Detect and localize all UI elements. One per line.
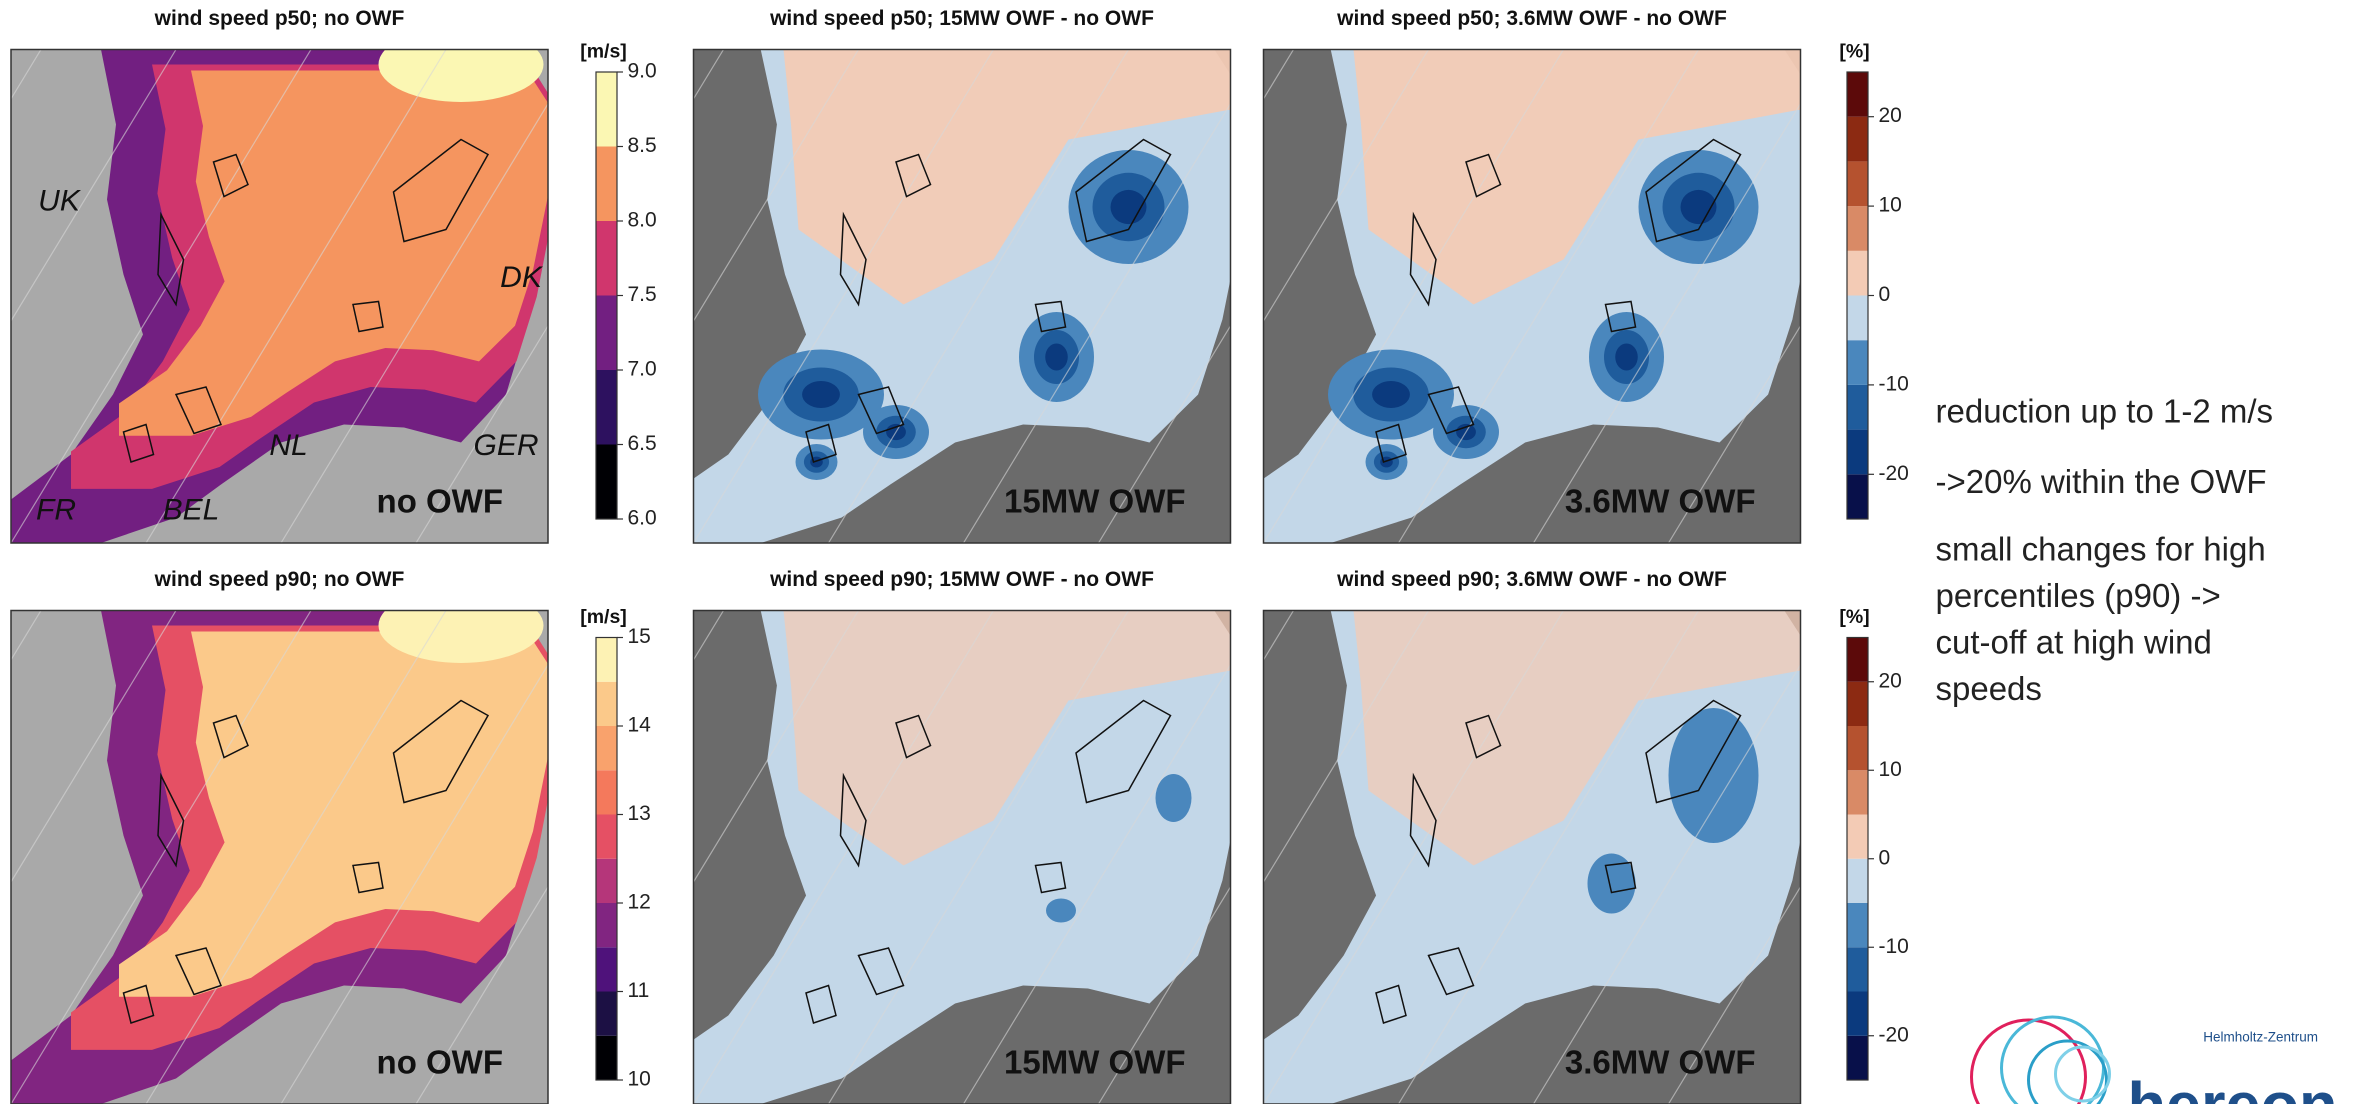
colorbar-segment: [596, 1036, 617, 1080]
colorbar-segment: [596, 815, 617, 859]
panel-title: wind speed p90; no OWF: [154, 568, 405, 591]
colorbar-tick-label: 20: [1879, 104, 1902, 127]
colorbar-tick-label: 8.5: [628, 134, 657, 157]
reduction-area: [1156, 774, 1192, 822]
colorbar-tick-label: 10: [1879, 758, 1902, 781]
colorbar-tick-label: 0: [1879, 846, 1891, 869]
colorbar-segment: [1847, 474, 1868, 519]
colorbar-tick-label: -20: [1879, 1023, 1909, 1046]
colorbar-tick-label: 7.0: [628, 358, 657, 381]
colorbar-tick-label: 7.5: [628, 283, 657, 306]
colorbar-unit: [m/s]: [580, 606, 627, 628]
panel-title: wind speed p50; 3.6MW OWF - no OWF: [1336, 7, 1727, 30]
colorbar-segment: [596, 770, 617, 814]
panel-label: no OWF: [377, 1044, 503, 1081]
colorbar-tick-label: 8.0: [628, 209, 657, 232]
colorbar-segment: [596, 903, 617, 947]
reduction-area: [1669, 708, 1759, 843]
panel-label: no OWF: [377, 483, 503, 520]
colorbar-segment: [1847, 903, 1868, 947]
colorbar-segment: [1847, 947, 1868, 991]
country-label: DK: [500, 261, 544, 294]
colorbar-segment: [596, 682, 617, 726]
colorbar-segment: [596, 370, 617, 445]
panel-label: 15MW OWF: [1004, 483, 1185, 520]
colorbar-segment: [596, 147, 617, 222]
colorbar-segment: [596, 859, 617, 903]
colorbar-segment: [1847, 340, 1868, 385]
colorbar-segment: [1847, 430, 1868, 475]
colorbar-tick-label: -10: [1879, 935, 1909, 958]
colorbar-segment: [1847, 638, 1868, 682]
colorbar-tick-label: 15: [628, 625, 651, 648]
country-label: FR: [36, 493, 76, 526]
panel-label: 15MW OWF: [1004, 1044, 1185, 1081]
max-reduction: [802, 381, 840, 408]
page: wind speed p50; no OWF no OWF UK DK NL GER FR B…: [0, 0, 2353, 1104]
colorbar-segment: [1847, 770, 1868, 814]
colorbar-tick-label: 10: [628, 1068, 651, 1091]
colorbar-segment: [596, 221, 617, 296]
colorbar-segment: [1847, 1036, 1868, 1080]
colorbar-segment: [1847, 206, 1868, 251]
max-reduction: [1372, 381, 1410, 408]
colorbar-tick-label: 11: [628, 979, 650, 1002]
colorbar-segment: [1847, 117, 1868, 162]
colorbar-segment: [1847, 251, 1868, 296]
colorbar-segment: [596, 445, 617, 520]
colorbar-segment: [1847, 815, 1868, 859]
country-label: BEL: [163, 493, 220, 526]
colorbar-unit: [m/s]: [580, 41, 627, 63]
colorbar-tick-label: 9.0: [628, 60, 657, 83]
colorbar-segment: [1847, 72, 1868, 117]
max-reduction: [1045, 344, 1068, 371]
panel-title: wind speed p50; 15MW OWF - no OWF: [769, 7, 1154, 30]
slide: wind speed p50; no OWF no OWF UK DK NL GER FR B…: [0, 0, 2353, 1104]
colorbar-segment: [1847, 296, 1868, 341]
colorbar-tick-label: 10: [1879, 194, 1902, 217]
logo-name: hereon: [2128, 1071, 2338, 1104]
panel-title: wind speed p90; 3.6MW OWF - no OWF: [1336, 568, 1727, 591]
colorbar-tick-label: 12: [628, 891, 651, 914]
colorbar-segment: [596, 72, 617, 147]
colorbar-segment: [1847, 992, 1868, 1036]
country-label: NL: [269, 429, 307, 462]
panel-label: 3.6MW OWF: [1565, 1044, 1756, 1081]
colorbar-segment: [1847, 161, 1868, 206]
note-text: speeds: [1936, 670, 2042, 707]
note-text: reduction up to 1-2 m/s: [1936, 393, 2274, 430]
max-reduction: [1615, 344, 1638, 371]
colorbar-tick-label: 13: [628, 802, 651, 825]
colorbar-segment: [596, 638, 617, 682]
colorbar-segment: [1847, 682, 1868, 726]
panel-title: wind speed p50; no OWF: [154, 7, 405, 30]
note-text: ->20% within the OWF: [1936, 463, 2267, 500]
note-text: percentiles (p90) ->: [1936, 577, 2221, 614]
colorbar-segment: [1847, 385, 1868, 430]
colorbar-segment: [1847, 859, 1868, 903]
colorbar-unit: [%]: [1839, 606, 1869, 628]
country-label: GER: [473, 429, 538, 462]
colorbar-tick-label: 20: [1879, 669, 1902, 692]
colorbar-segment: [596, 296, 617, 371]
colorbar-segment: [596, 726, 617, 770]
panel-label: 3.6MW OWF: [1565, 483, 1756, 520]
logo-subtitle: Helmholtz-Zentrum: [2203, 1030, 2318, 1045]
country-label: UK: [38, 184, 82, 217]
reduction-area: [1046, 899, 1076, 923]
colorbar-segment: [596, 992, 617, 1036]
colorbar-tick-label: -10: [1879, 372, 1909, 395]
colorbar-tick-label: 0: [1879, 283, 1891, 306]
note-text: small changes for high: [1936, 531, 2266, 568]
colorbar-tick-label: 6.5: [628, 432, 657, 455]
colorbar-segment: [1847, 726, 1868, 770]
colorbar-segment: [596, 947, 617, 991]
colorbar-tick-label: 6.0: [628, 507, 657, 530]
colorbar-tick-label: 14: [628, 714, 652, 737]
colorbar-unit: [%]: [1839, 41, 1869, 63]
colorbar-tick-label: -20: [1879, 462, 1909, 485]
note-text: cut-off at high wind: [1936, 624, 2212, 661]
panel-title: wind speed p90; 15MW OWF - no OWF: [769, 568, 1154, 591]
